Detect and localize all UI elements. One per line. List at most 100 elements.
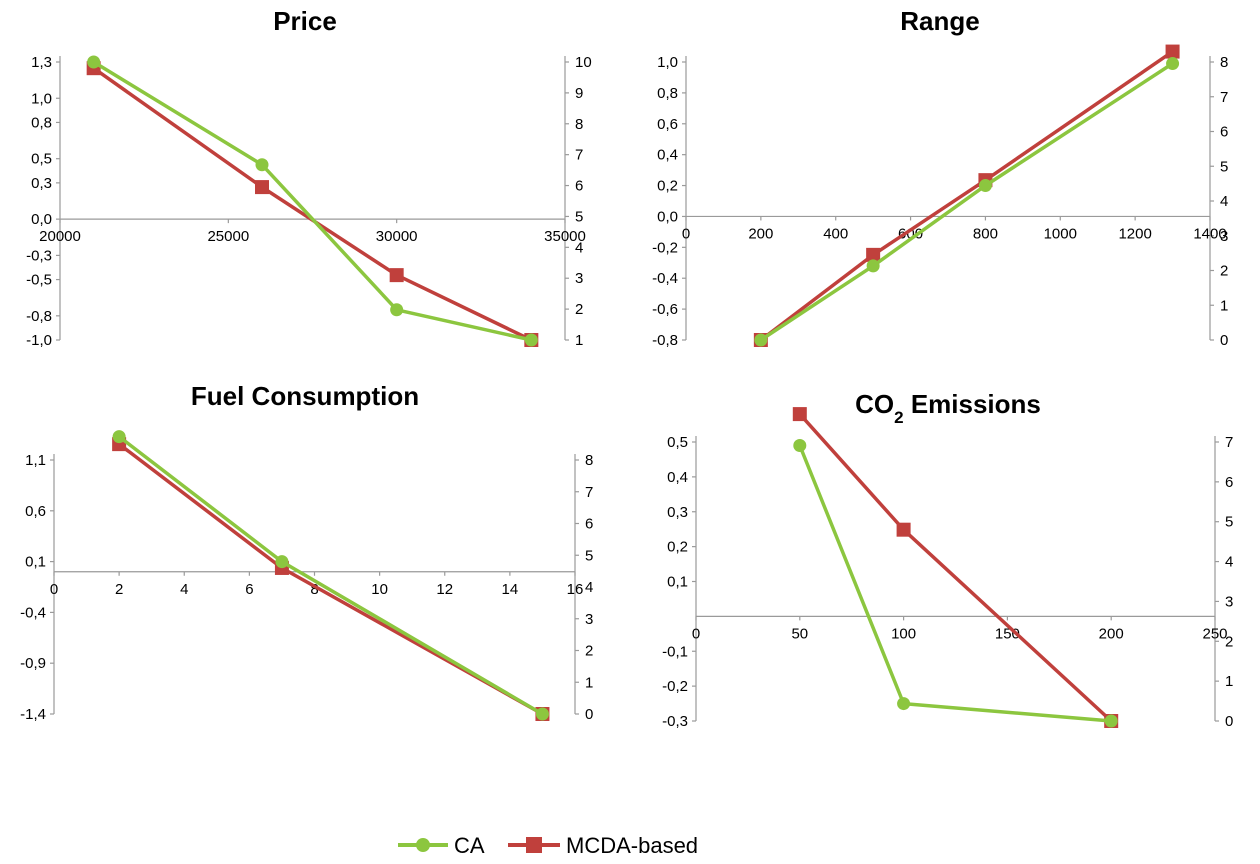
- x-tick-label: 0: [692, 625, 700, 642]
- x-tick-label: 16: [567, 581, 584, 598]
- y-left-tick-label: -1,0: [26, 332, 52, 349]
- y-left-tick-label: 0,8: [657, 85, 678, 102]
- y-right-tick-label: 8: [575, 116, 583, 133]
- y-right-tick-label: 4: [1225, 554, 1233, 571]
- y-left-tick-label: -0,9: [20, 655, 46, 672]
- data-point-ca: [897, 697, 911, 711]
- y-left-tick-label: 0,0: [657, 208, 678, 225]
- x-tick-label: 20000: [39, 228, 81, 245]
- y-right-tick-label: 5: [585, 547, 593, 564]
- x-tick-label: 600: [898, 225, 923, 242]
- data-point-ca: [754, 333, 768, 347]
- y-right-tick-label: 6: [1220, 124, 1228, 141]
- data-point-ca: [87, 55, 101, 69]
- y-left-tick-label: 0,3: [667, 504, 688, 521]
- x-tick-label: 4: [180, 581, 188, 598]
- x-tick-label: 400: [823, 225, 848, 242]
- x-tick-label: 1200: [1118, 225, 1151, 242]
- y-right-tick-label: 10: [575, 54, 592, 71]
- y-right-tick-label: 6: [575, 178, 583, 195]
- y-right-tick-label: 1: [1220, 297, 1228, 314]
- y-right-tick-label: 3: [585, 611, 593, 628]
- y-right-tick-label: 3: [575, 270, 583, 287]
- y-left-tick-label: 0,4: [657, 147, 678, 164]
- data-point-ca: [524, 333, 538, 347]
- data-point-ca: [1166, 57, 1180, 71]
- series-line-mcda: [92, 66, 533, 342]
- x-tick-label: 200: [748, 225, 773, 242]
- chart-panel-co2: CO2 Emissions 0,5 0,4 0,3 0,2 0,1 -0,1 -0,2 -0,3…: [662, 389, 1233, 730]
- y-left-tick-label: 0,4: [667, 469, 688, 486]
- y-right-tick-label: 6: [585, 516, 593, 533]
- data-point-ca: [793, 438, 807, 452]
- data-point-ca: [535, 707, 549, 721]
- legend: CA MCDA-based: [398, 833, 698, 858]
- x-tick-label: 10: [371, 581, 388, 598]
- data-point-ca: [255, 158, 269, 172]
- y-right-tick-label: 7: [1220, 89, 1228, 106]
- y-left-tick-label: 0,2: [657, 178, 678, 195]
- y-left-tick-label: 0,0: [31, 211, 52, 228]
- y-left-tick-label: 1,0: [657, 54, 678, 71]
- chart-panel-fuel: Fuel Consumption 1,1 0,6 0,1 -0,4 -0,9 -1,4 8 7 6…: [20, 381, 593, 723]
- y-left-tick-label: -0,2: [662, 678, 688, 695]
- y-left-tick-label: -0,6: [652, 301, 678, 318]
- y-left-tick-label: 0,1: [25, 554, 46, 571]
- series-line-mcda: [798, 412, 1113, 723]
- chart-title-co2: CO2 Emissions: [855, 389, 1041, 427]
- y-left-tick-label: 0,5: [31, 151, 52, 168]
- chart-title-price: Price: [273, 6, 337, 36]
- data-point-ca: [275, 555, 289, 569]
- y-right-tick-label: 1: [585, 674, 593, 691]
- y-right-tick-label: 2: [575, 301, 583, 318]
- y-left-tick-label: -0,2: [652, 239, 678, 256]
- x-tick-label: 30000: [376, 228, 418, 245]
- y-left-tick-label: 0,6: [657, 116, 678, 133]
- x-tick-label: 1400: [1193, 225, 1226, 242]
- y-right-tick-label: 0: [1225, 713, 1233, 730]
- data-point-ca: [1104, 714, 1118, 728]
- y-right-tick-label: 2: [1225, 633, 1233, 650]
- y-left-tick-label: 0,5: [667, 434, 688, 451]
- y-right-tick-label: 7: [575, 147, 583, 164]
- x-tick-label: 8: [310, 581, 318, 598]
- legend-label-ca: CA: [454, 833, 485, 858]
- y-right-tick-label: 3: [1220, 228, 1228, 245]
- y-left-tick-label: 1,0: [31, 90, 52, 107]
- x-tick-label: 25000: [207, 228, 249, 245]
- data-point-ca: [390, 303, 404, 317]
- y-left-tick-label: 1,1: [25, 452, 46, 469]
- x-tick-label: 2: [115, 581, 123, 598]
- legend-item-mcda: MCDA-based: [508, 833, 698, 858]
- y-right-tick-label: 1: [1225, 673, 1233, 690]
- x-tick-label: 6: [245, 581, 253, 598]
- y-left-tick-label: -1,4: [20, 706, 46, 723]
- y-right-tick-label: 4: [575, 239, 583, 256]
- chart-panel-range: Range 1,0 0,8 0,6 0,4 0,2 0,0 -0,2 -0,4 -0,6 -0,8 8…: [652, 6, 1228, 349]
- y-left-tick-label: 0,3: [31, 175, 52, 192]
- x-tick-label: 800: [973, 225, 998, 242]
- y-right-tick-label: 8: [585, 452, 593, 469]
- y-left-tick-label: -0,8: [652, 332, 678, 349]
- y-left-tick-label: -0,8: [26, 308, 52, 325]
- y-right-tick-label: 4: [585, 579, 593, 596]
- y-left-tick-label: -0,1: [662, 643, 688, 660]
- y-right-tick-label: 9: [575, 85, 583, 102]
- series-line-ca: [118, 435, 544, 716]
- y-right-tick-label: 3: [1225, 593, 1233, 610]
- y-left-tick-label: 1,3: [31, 54, 52, 71]
- y-left-tick-label: 0,2: [667, 539, 688, 556]
- y-left-tick-label: -0,3: [662, 713, 688, 730]
- series-line-ca: [92, 60, 532, 342]
- y-right-tick-label: 1: [575, 332, 583, 349]
- chart-title-range: Range: [900, 6, 979, 36]
- x-tick-label: 0: [50, 581, 58, 598]
- data-point-mcda: [896, 522, 911, 537]
- y-right-tick-label: 5: [1220, 158, 1228, 175]
- legend-marker-mcda: [526, 837, 542, 853]
- chart-panel-price: Price 1,3 1,0 0,8 0,5 0,3 0,0 -0,3 -0,5 -0,8 -1,0 1…: [26, 6, 592, 349]
- legend-label-mcda: MCDA-based: [566, 833, 698, 858]
- y-left-tick-label: -0,4: [20, 604, 46, 621]
- y-left-tick-label: 0,1: [667, 574, 688, 591]
- data-point-mcda: [866, 247, 881, 262]
